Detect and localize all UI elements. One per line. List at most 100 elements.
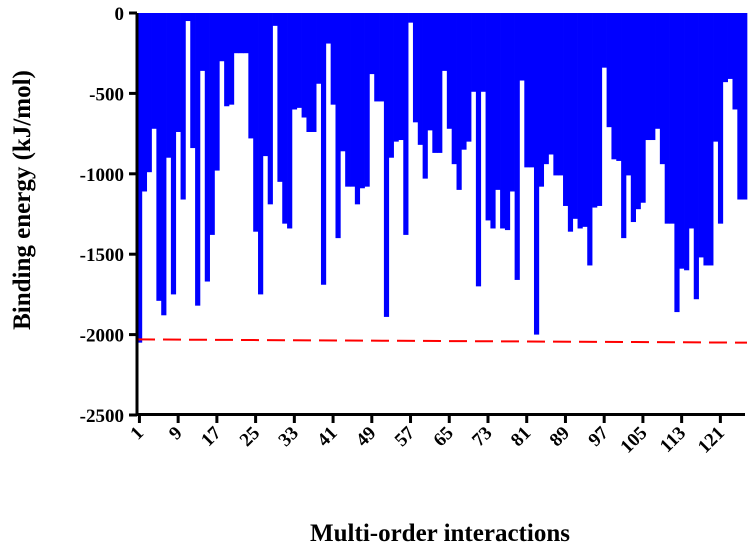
bar [461, 13, 467, 150]
bar [345, 13, 351, 187]
bar [655, 13, 661, 129]
bar [717, 13, 724, 224]
bar [170, 13, 177, 295]
bar [713, 13, 719, 142]
bar [219, 13, 225, 62]
bar [437, 13, 443, 153]
bar [383, 13, 390, 317]
bar [340, 13, 346, 152]
bar [543, 13, 549, 165]
bar [432, 13, 438, 153]
bar [228, 13, 235, 105]
x-ticks-group: 1 9 17 25 33 41 49 57 65 73 81 89 97 105 113 121 [126, 415, 729, 458]
bar [538, 13, 545, 187]
bar [446, 13, 453, 129]
bar [204, 13, 210, 282]
bar [742, 13, 748, 200]
bar [374, 13, 380, 102]
x-tick-label: 81 [507, 423, 535, 451]
bar [737, 13, 743, 200]
x-tick-label: 41 [313, 423, 341, 451]
bar [287, 13, 293, 229]
bar [490, 13, 496, 229]
bar [684, 13, 690, 271]
bar [587, 13, 593, 266]
bar [417, 13, 423, 145]
bar [688, 13, 695, 229]
bar [258, 13, 264, 295]
axes-group [135, 13, 745, 416]
bar [291, 13, 298, 110]
bar [267, 13, 273, 205]
bar [422, 13, 428, 179]
bar [141, 13, 148, 192]
bar [616, 13, 622, 161]
bar [635, 13, 641, 210]
reference-line [136, 338, 748, 344]
bar [354, 13, 361, 205]
bar [664, 13, 670, 224]
bar [185, 13, 191, 22]
bar [669, 13, 675, 224]
bar [621, 13, 627, 239]
bar [296, 13, 302, 108]
x-tick-label: 49 [352, 423, 380, 451]
bar [659, 13, 666, 165]
bar [625, 13, 632, 176]
bar [151, 13, 157, 129]
bar [364, 13, 370, 187]
bar [485, 13, 491, 221]
bar [650, 13, 656, 141]
bar [238, 13, 244, 54]
bar [335, 13, 341, 239]
bar [156, 13, 162, 301]
bar [277, 13, 283, 182]
bar [693, 13, 699, 300]
bar [311, 13, 317, 132]
bar [601, 13, 607, 68]
bar [350, 13, 356, 187]
bar [398, 13, 404, 141]
x-tick-label: 113 [656, 423, 690, 457]
y-ticks-group: 0 -500 -1000 -1500 -2000 -2500 [80, 4, 137, 427]
bar [572, 13, 578, 219]
bar [330, 13, 336, 105]
bar [456, 13, 462, 190]
bar [393, 13, 399, 142]
bar [630, 13, 636, 223]
y-axis-title: Binding energy (kJ/mol) [9, 70, 36, 330]
bar [524, 13, 530, 168]
bar [412, 13, 419, 123]
bar [253, 13, 259, 232]
x-tick-label: 89 [546, 423, 574, 451]
bar [262, 13, 269, 157]
bar [640, 13, 646, 203]
bar [606, 13, 612, 128]
x-tick-label: 25 [236, 423, 264, 451]
bar [408, 13, 414, 23]
bar [509, 13, 515, 192]
reference-line-group [136, 338, 748, 344]
bar [427, 13, 433, 131]
bar [722, 13, 728, 83]
bar [679, 13, 685, 269]
y-tick-label: -500 [89, 84, 124, 105]
bar [698, 13, 704, 258]
bar [199, 13, 206, 71]
x-tick-label: 65 [430, 423, 458, 451]
bar [645, 13, 651, 141]
bar [674, 13, 680, 313]
bar [504, 13, 511, 231]
x-tick-label: 73 [468, 423, 496, 451]
bar [320, 13, 327, 285]
bar [480, 13, 486, 92]
bar [548, 13, 554, 155]
bar [301, 13, 307, 118]
bar [732, 13, 738, 110]
bar [567, 13, 574, 232]
bar [403, 13, 409, 235]
bar [161, 13, 167, 316]
y-tick-label: -1500 [80, 245, 124, 266]
x-tick-label: 105 [616, 423, 651, 458]
